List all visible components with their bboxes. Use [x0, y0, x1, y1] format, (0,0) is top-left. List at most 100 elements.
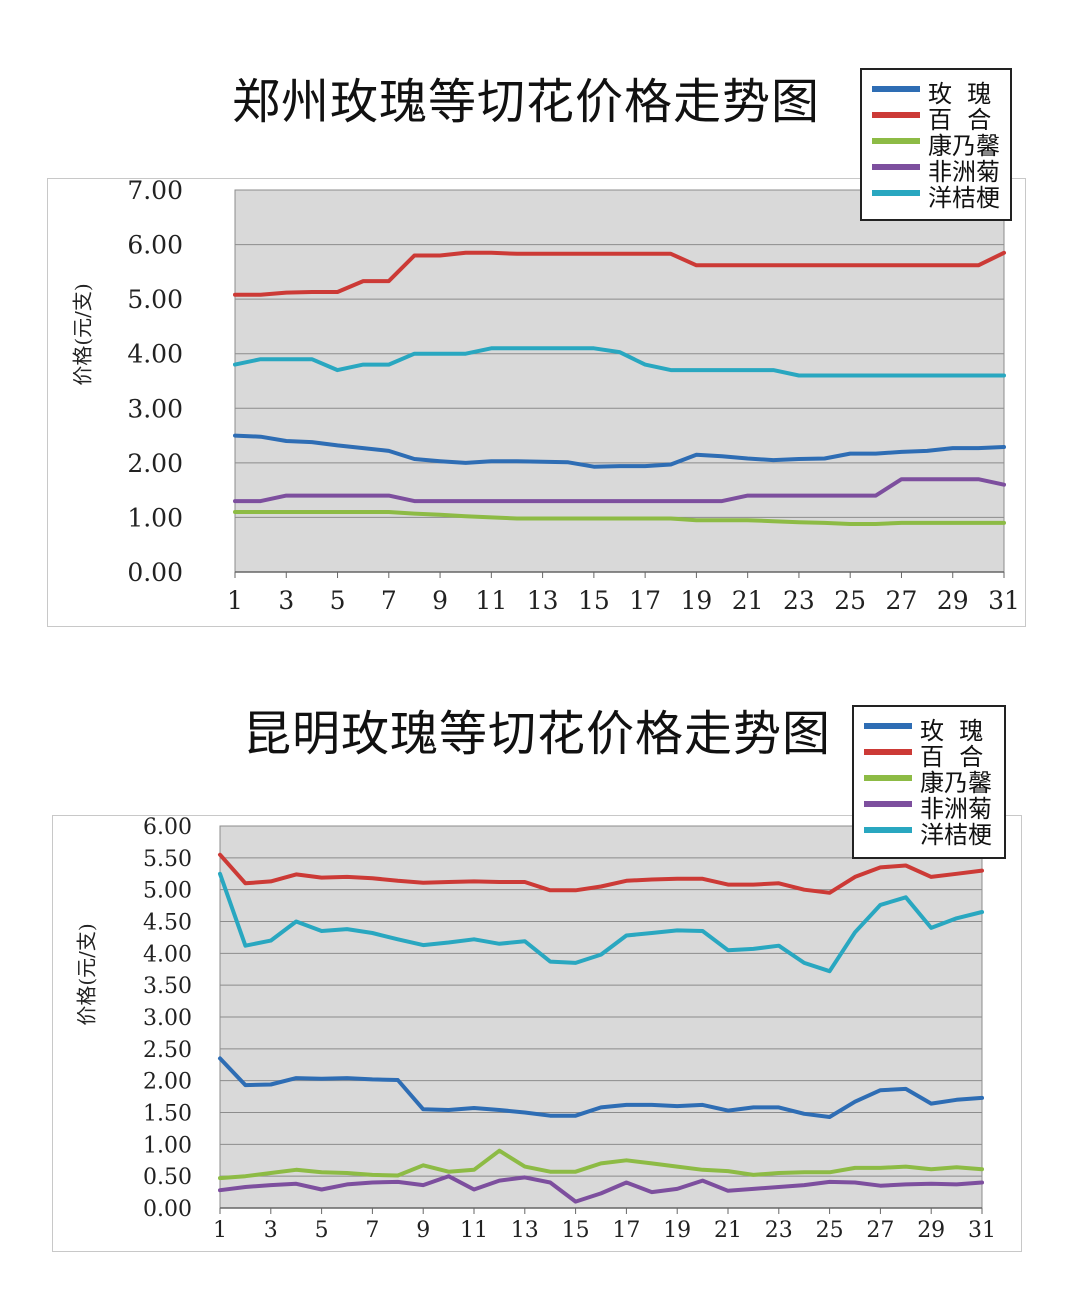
x-tick-label: 9: [432, 586, 448, 615]
x-tick-label: 9: [416, 1218, 430, 1243]
x-tick-label: 17: [612, 1218, 640, 1243]
legend-label: 非洲菊: [920, 795, 992, 823]
zhengzhou-chart: 郑州玫瑰等切花价格走势图 价格(元/支) 0.00 1.00 2.00 3.00 4.0…: [0, 0, 1080, 640]
x-tick-label: 7: [365, 1218, 379, 1243]
y-tick-label: 6.00: [143, 815, 192, 840]
x-tick-label: 21: [714, 1218, 742, 1243]
x-tick-label: 11: [460, 1218, 488, 1243]
legend-item: 康乃馨: [862, 128, 1010, 160]
legend-item: 玫 瑰: [862, 76, 1010, 108]
y-tick-label: 3.00: [143, 1006, 192, 1031]
legend-swatch: [872, 138, 920, 144]
legend-label: 非洲菊: [928, 158, 1000, 186]
y-tick-label: 3.50: [143, 974, 192, 999]
x-tick-label: 15: [562, 1218, 590, 1243]
legend-swatch: [864, 723, 912, 729]
chart-title: 郑州玫瑰等切花价格走势图: [232, 74, 821, 130]
x-tick-label: 11: [475, 586, 507, 615]
legend-swatch: [864, 749, 912, 755]
x-tick-label: 5: [330, 586, 346, 615]
legend-label: 玫 瑰: [928, 80, 992, 108]
legend-item: 非洲菊: [862, 154, 1010, 186]
legend-label: 百 合: [928, 106, 992, 134]
legend-item: 洋桔梗: [862, 180, 1010, 212]
x-tick-label: 25: [834, 586, 866, 615]
y-tick-label: 0.50: [143, 1165, 192, 1190]
x-tick-label: 13: [527, 586, 559, 615]
x-tick-label: 31: [988, 586, 1020, 615]
y-tick-label: 4.50: [143, 910, 192, 935]
y-tick-label: 5.00: [127, 285, 183, 314]
series-line-4: [233, 477, 1006, 504]
legend-swatch: [872, 112, 920, 118]
legend-swatch: [864, 827, 912, 833]
chart-legend: 玫 瑰百 合康乃馨 非洲菊 洋桔梗: [860, 68, 1012, 221]
legend-item: 百 合: [854, 739, 1004, 771]
y-tick-label: 5.00: [143, 879, 192, 904]
legend-swatch: [864, 775, 912, 781]
legend-label: 玫 瑰: [920, 717, 984, 745]
x-tick-label: 17: [629, 586, 661, 615]
series-line-3: [233, 510, 1006, 526]
series-line-4: [218, 1174, 984, 1204]
y-tick-label: 1.50: [143, 1101, 192, 1126]
y-tick-label: 4.00: [127, 340, 183, 369]
x-tick-label: 21: [732, 586, 764, 615]
x-tick-label: 13: [511, 1218, 539, 1243]
legend-item: 非洲菊: [854, 791, 1004, 823]
legend-item: 洋桔梗: [854, 817, 1004, 849]
x-tick-label: 1: [213, 1218, 227, 1243]
x-tick-label: 15: [578, 586, 610, 615]
legend-swatch: [864, 801, 912, 807]
y-tick-label: 0.00: [143, 1197, 192, 1222]
x-tick-label: 27: [866, 1218, 894, 1243]
x-tick-label: 23: [765, 1218, 793, 1243]
legend-item: 百 合: [862, 102, 1010, 134]
y-tick-label: 0.00: [127, 558, 183, 587]
x-tick-label: 27: [886, 586, 918, 615]
legend-swatch: [872, 86, 920, 92]
y-tick-label: 4.00: [143, 942, 192, 967]
legend-label: 康乃馨: [928, 132, 1000, 160]
legend-label: 洋桔梗: [920, 821, 992, 849]
x-tick-label: 29: [937, 586, 969, 615]
y-tick-label: 7.00: [127, 176, 183, 205]
series-line-5: [218, 871, 984, 974]
legend-label: 百 合: [920, 743, 984, 771]
x-tick-label: 29: [917, 1218, 945, 1243]
y-tick-label: 2.50: [143, 1038, 192, 1063]
x-tick-label: 7: [381, 586, 397, 615]
chart-plot: 0.001.002.003.004.005.006.007.001 3 5 7 9 11 1…: [127, 176, 1020, 615]
y-tick-label: 1.00: [127, 503, 183, 532]
legend-item: 玫 瑰: [854, 713, 1004, 745]
x-tick-label: 3: [264, 1218, 278, 1243]
x-tick-label: 19: [663, 1218, 691, 1243]
y-tick-label: 5.50: [143, 847, 192, 872]
legend-item: 康乃馨: [854, 765, 1004, 797]
y-tick-label: 2.00: [143, 1070, 192, 1095]
x-tick-label: 25: [816, 1218, 844, 1243]
x-tick-label: 19: [680, 586, 712, 615]
x-tick-label: 31: [968, 1218, 996, 1243]
legend-label: 康乃馨: [920, 769, 992, 797]
legend-label: 洋桔梗: [928, 184, 1000, 212]
y-tick-label: 1.00: [143, 1133, 192, 1158]
x-tick-label: 5: [315, 1218, 329, 1243]
series-line-2: [218, 852, 984, 895]
series-line-1: [233, 433, 1006, 469]
chart-title: 昆明玫瑰等切花价格走势图: [243, 706, 832, 762]
y-tick-label: 6.00: [127, 231, 183, 260]
y-tick-label: 2.00: [127, 449, 183, 478]
x-tick-label: 1: [227, 586, 243, 615]
series-line-5: [233, 346, 1006, 378]
y-tick-label: 3.00: [127, 394, 183, 423]
x-tick-label: 3: [278, 586, 294, 615]
legend-swatch: [872, 164, 920, 170]
series-line-2: [233, 250, 1006, 297]
legend-swatch: [872, 190, 920, 196]
series-line-3: [218, 1148, 984, 1181]
chart-legend: 玫 瑰百 合康乃馨 非洲菊 洋桔梗: [852, 705, 1006, 859]
series-line-1: [218, 1056, 984, 1119]
